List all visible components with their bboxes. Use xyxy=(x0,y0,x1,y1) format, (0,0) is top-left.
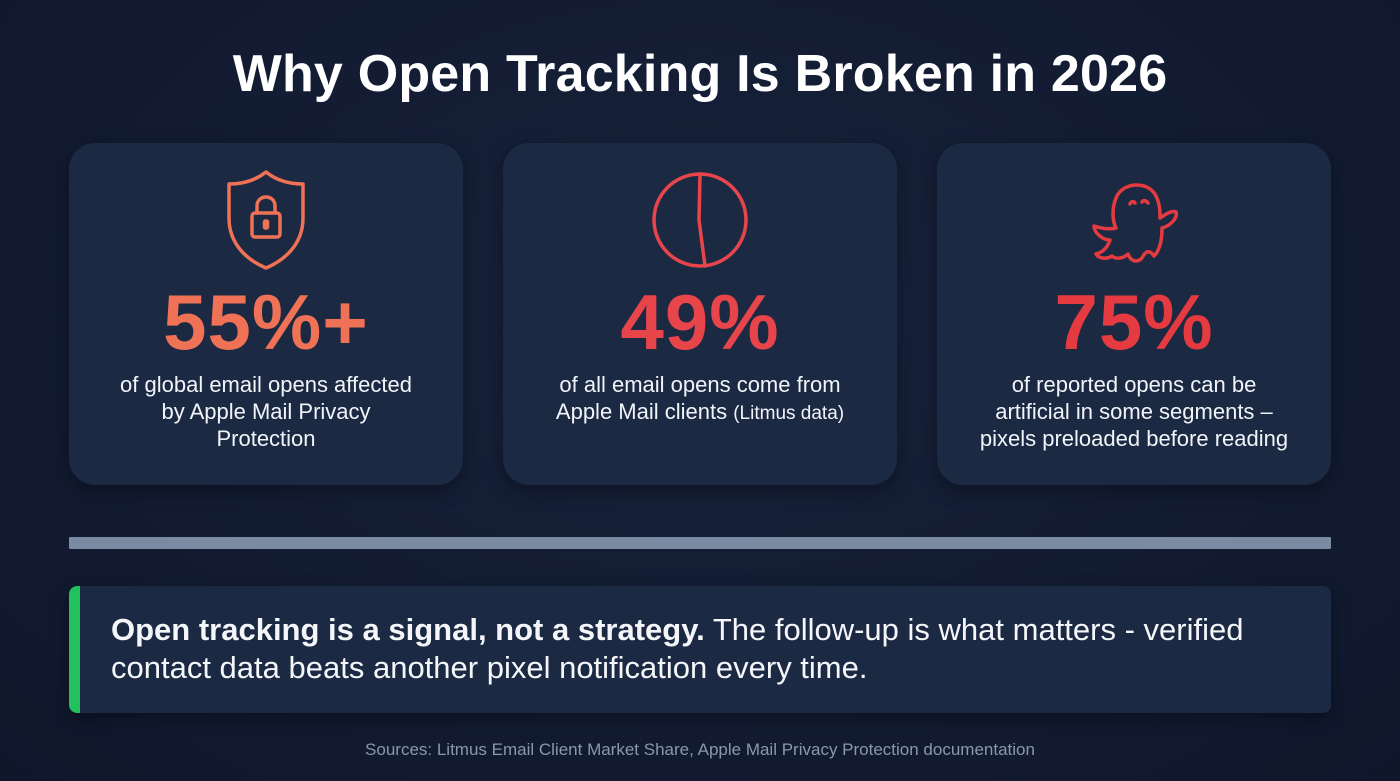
page-title: Why Open Tracking Is Broken in 2026 xyxy=(232,45,1168,103)
key-takeaway-callout: Open tracking is a signal, not a strateg… xyxy=(69,586,1331,713)
stat-cards: 55%+ of global email opens affected by A… xyxy=(69,143,1331,485)
description-line: Apple Mail clients (Litmus data) xyxy=(555,399,845,424)
description-line: artificial in some segments – xyxy=(995,399,1273,424)
ghost-icon xyxy=(1079,165,1189,275)
stat-card-artificial-opens: 75% of reported opens can be artificial … xyxy=(937,143,1331,485)
description-line: Protection xyxy=(216,426,316,451)
stat-description: of global email opens affected by Apple … xyxy=(89,371,443,452)
description-note: (Litmus data) xyxy=(733,403,845,424)
shield-lock-icon xyxy=(211,165,321,275)
pie-split-icon xyxy=(645,165,755,275)
stat-description: of reported opens can be artificial in s… xyxy=(957,371,1311,452)
stat-card-apple-mpp: 55%+ of global email opens affected by A… xyxy=(69,143,463,485)
callout-bold-statement: Open tracking is a signal, not a strateg… xyxy=(111,612,705,647)
stat-card-apple-mail-share: 49% of all email opens come from Apple M… xyxy=(503,143,897,485)
description-line: of reported opens can be xyxy=(1011,372,1257,397)
stat-value: 49% xyxy=(620,278,780,366)
description-line: by Apple Mail Privacy xyxy=(161,399,371,424)
stat-value: 75% xyxy=(1054,278,1214,366)
description-line: pixels preloaded before reading xyxy=(979,426,1289,451)
description-line: of global email opens affected xyxy=(120,372,412,397)
callout-text: Open tracking is a signal, not a strateg… xyxy=(111,611,1307,687)
section-divider xyxy=(69,537,1331,549)
callout-accent-bar xyxy=(69,586,80,713)
description-line: of all email opens come from xyxy=(559,372,841,397)
callout-body: The follow-up is what matters - verified… xyxy=(111,612,1244,685)
stat-value: 55%+ xyxy=(163,278,369,366)
sources-footnote: Sources: Litmus Email Client Market Shar… xyxy=(365,740,1035,759)
stat-description: of all email opens come from Apple Mail … xyxy=(523,371,877,427)
